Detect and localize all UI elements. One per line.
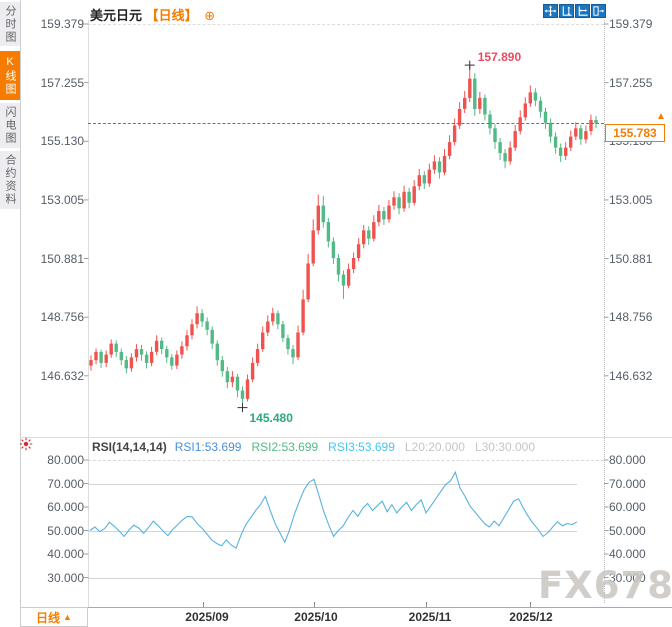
rsi-label: 60.000 xyxy=(47,500,84,514)
rsi-label: 40.000 xyxy=(609,547,646,561)
fx678-watermark: FX678 xyxy=(538,564,672,607)
price-label: 157.255 xyxy=(609,75,653,90)
price-up-arrow-icon: ▲ xyxy=(656,111,666,123)
sidebar-item-label: 闪电图 xyxy=(4,106,16,145)
time-axis-label: 2025/09 xyxy=(185,610,229,624)
panel-separator xyxy=(20,437,672,438)
sidebar-item-label: 合约资料 xyxy=(4,154,16,206)
time-axis-label: 2025/12 xyxy=(509,610,553,624)
pan-icon[interactable] xyxy=(543,4,558,18)
price-label: 146.632 xyxy=(40,369,84,383)
time-axis-tick xyxy=(426,602,427,607)
period-dropdown-arrow-icon: ▲ xyxy=(63,612,72,622)
sidebar-item-label: 分时图 xyxy=(4,4,16,44)
price-label: 148.756 xyxy=(40,310,84,324)
price-label: 146.632 xyxy=(609,369,653,383)
current-price-badge: 155.783 xyxy=(605,123,665,142)
price-label: 150.881 xyxy=(609,251,653,266)
exit-chart-icon[interactable] xyxy=(591,4,606,18)
rsi-label: 80.000 xyxy=(47,453,84,467)
y-axis-scale-icon[interactable] xyxy=(559,4,574,18)
price-label: 153.005 xyxy=(40,193,84,207)
sidebar-item-kline-chart[interactable]: K线图 xyxy=(0,51,20,100)
price-label: 159.379 xyxy=(40,17,84,31)
price-axis-line xyxy=(604,20,605,603)
rsi2-value: RSI2:53.699 xyxy=(251,440,319,454)
sidebar-item-time-chart[interactable]: 分时图 xyxy=(0,2,20,46)
period-button-label: 日线 xyxy=(36,610,61,625)
price-label: 155.130 xyxy=(40,134,84,148)
rsi-settings-icon[interactable] xyxy=(19,437,33,456)
chart-title: 美元日元 【日线】 ⊕ xyxy=(90,5,215,24)
rsi-label: 50.000 xyxy=(609,523,646,538)
period-selector-button[interactable]: 日线 ▲ xyxy=(20,607,88,627)
rsi-label: 30.000 xyxy=(609,570,646,585)
time-axis-label: 2025/10 xyxy=(294,610,338,624)
sidebar-item-contract-info[interactable]: 合约资料 xyxy=(0,151,20,209)
time-axis-line xyxy=(20,607,672,608)
rsi-label: 30.000 xyxy=(47,570,84,585)
sidebar-item-flash-chart[interactable]: 闪电图 xyxy=(0,103,20,148)
rsi-title: RSI(14,14,14) xyxy=(92,440,167,454)
rsi-label: 70.000 xyxy=(609,476,646,491)
rsi-l30-value: L30:30.000 xyxy=(474,440,535,454)
sidebar-item-label: K线图 xyxy=(4,55,16,96)
plot-left-border xyxy=(88,20,89,607)
time-axis-tick xyxy=(314,602,315,607)
rsi-l20-value: L20:20.000 xyxy=(404,440,465,454)
low-price-annotation: 145.480 xyxy=(249,410,293,425)
rsi-label: 70.000 xyxy=(47,476,84,491)
price-label: 150.881 xyxy=(40,251,84,266)
rsi-label: 50.000 xyxy=(47,523,84,538)
time-axis-label: 2025/11 xyxy=(408,610,452,624)
top-gridline xyxy=(88,24,604,25)
sidebar-divider xyxy=(20,0,21,607)
price-label: 157.255 xyxy=(40,75,84,90)
rsi-label: 40.000 xyxy=(47,547,84,561)
rsi1-value: RSI1:53.699 xyxy=(174,440,242,454)
x-axis-scale-icon[interactable] xyxy=(575,4,590,18)
symbol-name: 美元日元 xyxy=(90,8,143,23)
high-price-annotation: 157.890 xyxy=(477,50,522,65)
time-axis-tick xyxy=(530,602,531,607)
current-price-line xyxy=(88,123,604,125)
time-axis-tick xyxy=(203,602,204,607)
rsi-indicator-header: RSI(14,14,14) RSI1:53.699 RSI2:53.699 RSI3:… xyxy=(92,440,545,454)
rsi-gridline-80 xyxy=(88,460,604,461)
add-indicator-icon[interactable]: ⊕ xyxy=(204,8,216,23)
rsi-label: 60.000 xyxy=(609,500,646,514)
price-label: 148.756 xyxy=(609,310,653,324)
rsi-gridline-30 xyxy=(88,577,577,579)
rsi-label: 80.000 xyxy=(609,453,646,467)
rsi-gridline-50 xyxy=(88,530,577,532)
rsi-gridline-70 xyxy=(88,483,577,485)
price-label: 159.379 xyxy=(609,17,653,31)
rsi3-value: RSI3:53.699 xyxy=(328,440,395,454)
price-label: 153.005 xyxy=(609,193,653,207)
period-tag: 【日线】 xyxy=(145,8,198,23)
